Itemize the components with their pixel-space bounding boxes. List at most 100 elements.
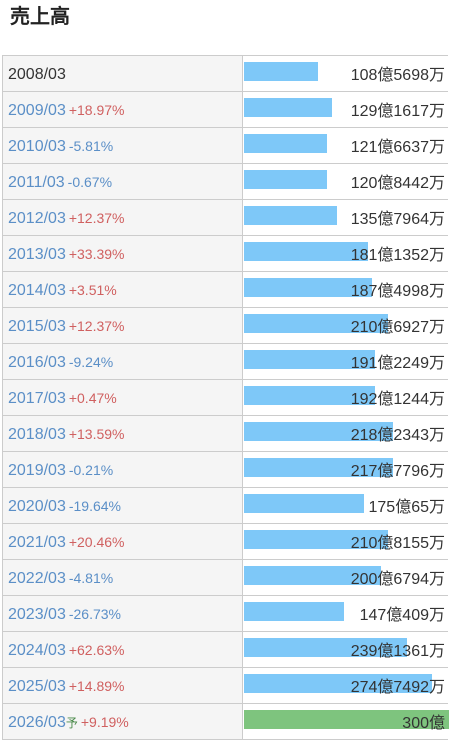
period-link[interactable]: 2014/03 +3.51%: [8, 272, 117, 307]
table-row: 2014/03 +3.51% 187億4998万: [2, 272, 449, 308]
amount-value: 239億1361万: [350, 643, 445, 660]
amount-cell: 120億8442万: [243, 164, 449, 199]
change-rate: -26.73%: [68, 606, 121, 622]
amount-value: 147億409万: [359, 607, 445, 624]
amount-value: 300億: [402, 715, 445, 732]
amount-value: 187億4998万: [350, 283, 445, 300]
amount-value: 181億1352万: [350, 247, 445, 264]
table-row: 2022/03 -4.81% 200億6794万: [2, 560, 449, 596]
period-label: 2020/03: [8, 498, 66, 515]
period-label: 2024/03: [8, 642, 66, 659]
amount-cell: 218億2343万: [243, 416, 449, 451]
table-row: 2017/03 +0.47% 192億1244万: [2, 380, 449, 416]
sales-bar: [244, 62, 318, 81]
amount-value: 210億8155万: [350, 535, 445, 552]
period-link[interactable]: 2020/03 -19.64%: [8, 488, 121, 523]
sales-bar: [244, 350, 375, 369]
period-link[interactable]: 2022/03 -4.81%: [8, 560, 113, 595]
period-label: 2011/03: [8, 174, 65, 191]
sales-bar: [244, 458, 393, 477]
period-label: 2012/03: [8, 210, 66, 227]
period-link[interactable]: 2019/03 -0.21%: [8, 452, 113, 487]
period-link[interactable]: 2016/03 -9.24%: [8, 344, 113, 379]
period-cell: 2012/03 +12.37%: [3, 200, 243, 235]
period-link[interactable]: 2018/03 +13.59%: [8, 416, 125, 451]
period-link[interactable]: 2012/03 +12.37%: [8, 200, 125, 235]
amount-cell: 274億7492万: [243, 668, 449, 703]
period-link[interactable]: 2010/03 -5.81%: [8, 128, 113, 163]
change-rate: -5.81%: [68, 138, 114, 154]
page-title: 売上高: [10, 4, 70, 28]
change-rate: -19.64%: [68, 498, 121, 514]
sales-bar: [244, 386, 375, 405]
amount-value: 108億5698万: [350, 67, 445, 84]
period-cell: 2014/03 +3.51%: [3, 272, 243, 307]
period-cell: 2011/03 -0.67%: [3, 164, 243, 199]
period-label: 2018/03: [8, 426, 66, 443]
table-row: 2024/03 +62.63% 239億1361万: [2, 632, 449, 668]
period-cell: 2024/03 +62.63%: [3, 632, 243, 667]
period-cell: 2010/03 -5.81%: [3, 128, 243, 163]
amount-value: 175億65万: [368, 499, 446, 516]
sales-bar: [244, 314, 388, 333]
amount-value: 217億7796万: [350, 463, 445, 480]
period-link: 2008/03: [8, 56, 66, 91]
period-label: 2017/03: [8, 390, 66, 407]
table-row: 2016/03 -9.24% 191億2249万: [2, 344, 449, 380]
sales-bar: [244, 98, 332, 117]
period-cell: 2019/03 -0.21%: [3, 452, 243, 487]
period-cell: 2013/03 +33.39%: [3, 236, 243, 271]
sales-bar: [244, 242, 368, 261]
period-link[interactable]: 2015/03 +12.37%: [8, 308, 125, 343]
period-link[interactable]: 2024/03 +62.63%: [8, 632, 125, 667]
period-cell: 2026/03予 +9.19%: [3, 704, 243, 739]
amount-cell: 210億6927万: [243, 308, 449, 343]
change-rate: +0.47%: [68, 390, 117, 406]
change-rate: +13.59%: [68, 426, 125, 442]
period-label: 2008/03: [8, 66, 66, 83]
amount-cell: 300億: [243, 704, 449, 739]
change-rate: -9.24%: [68, 354, 114, 370]
change-rate: -0.67%: [67, 174, 113, 190]
table-row: 2011/03 -0.67% 120億8442万: [2, 164, 449, 200]
period-link[interactable]: 2013/03 +33.39%: [8, 236, 125, 271]
period-label: 2026/03: [8, 714, 66, 731]
sales-bar: [244, 674, 432, 693]
amount-cell: 187億4998万: [243, 272, 449, 307]
period-cell: 2021/03 +20.46%: [3, 524, 243, 559]
sales-bar: [244, 638, 407, 657]
amount-value: 191億2249万: [350, 355, 445, 372]
sales-bar: [244, 206, 337, 225]
period-label: 2023/03: [8, 606, 66, 623]
period-link[interactable]: 2023/03 -26.73%: [8, 596, 121, 631]
sales-bar: [244, 170, 327, 189]
period-cell: 2025/03 +14.89%: [3, 668, 243, 703]
change-rate: +14.89%: [68, 678, 125, 694]
period-link[interactable]: 2017/03 +0.47%: [8, 380, 117, 415]
period-cell: 2009/03 +18.97%: [3, 92, 243, 127]
change-rate: +20.46%: [68, 534, 125, 550]
period-link[interactable]: 2026/03予 +9.19%: [8, 704, 129, 739]
period-label: 2025/03: [8, 678, 66, 695]
period-cell: 2020/03 -19.64%: [3, 488, 243, 523]
period-link[interactable]: 2011/03 -0.67%: [8, 164, 112, 199]
sales-bar: [244, 278, 372, 297]
period-link[interactable]: 2009/03 +18.97%: [8, 92, 125, 127]
change-rate: +3.51%: [68, 282, 117, 298]
change-rate: +62.63%: [68, 642, 125, 658]
period-cell: 2018/03 +13.59%: [3, 416, 243, 451]
amount-value: 129億1617万: [350, 103, 445, 120]
period-label: 2009/03: [8, 102, 66, 119]
table-row: 2012/03 +12.37% 135億7964万: [2, 200, 449, 236]
period-label: 2016/03: [8, 354, 66, 371]
amount-cell: 192億1244万: [243, 380, 449, 415]
period-label: 2014/03: [8, 282, 66, 299]
period-link[interactable]: 2021/03 +20.46%: [8, 524, 125, 559]
sales-bar: [244, 494, 364, 513]
table-row: 2008/03 108億5698万: [2, 56, 449, 92]
sales-bar: [244, 566, 381, 585]
table-row: 2015/03 +12.37% 210億6927万: [2, 308, 449, 344]
period-link[interactable]: 2025/03 +14.89%: [8, 668, 125, 703]
table-row: 2020/03 -19.64% 175億65万: [2, 488, 449, 524]
amount-cell: 191億2249万: [243, 344, 449, 379]
